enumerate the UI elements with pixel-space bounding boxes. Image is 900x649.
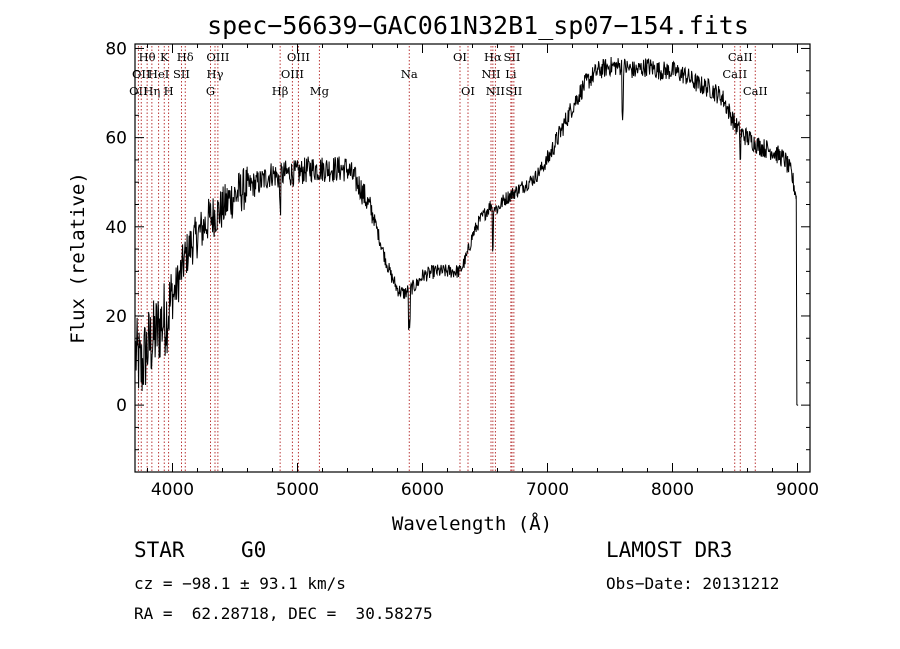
- x-tick-label: 8000: [651, 480, 694, 500]
- x-tick-label: 5000: [276, 480, 319, 500]
- line-marker-label: Li: [505, 67, 517, 81]
- y-tick-label: 80: [105, 39, 127, 59]
- y-tick-label: 0: [116, 396, 127, 416]
- line-marker-label: HeI: [148, 67, 169, 81]
- plot-frame: [134, 43, 811, 473]
- y-tick-label: 40: [105, 218, 127, 238]
- line-marker-label: Hα: [484, 50, 502, 64]
- line-marker-label: SII: [173, 67, 190, 81]
- line-marker-label: K: [160, 50, 169, 64]
- line-marker-label: Hγ: [207, 67, 224, 81]
- x-axis: 4000 5000 6000 7000 8000 9000: [147, 44, 819, 500]
- line-marker-label: OII: [129, 84, 148, 98]
- spectrum-plot: [135, 56, 799, 406]
- chart-title: spec−56639−GAC061N32B1_sp07−154.fits: [207, 11, 749, 40]
- survey-name: LAMOST DR3: [606, 538, 733, 562]
- spectral-subclass: G0: [241, 538, 267, 562]
- line-marker-label: CaII: [728, 50, 753, 64]
- y-tick-label: 20: [105, 307, 127, 327]
- line-marker-label: OIII: [206, 50, 229, 64]
- x-tick-label: 4000: [151, 480, 194, 500]
- line-marker-label: Mg: [310, 84, 330, 98]
- line-marker-label: OIII: [281, 67, 304, 81]
- line-marker-label: NII: [481, 67, 500, 81]
- line-marker-label: OIII: [287, 50, 310, 64]
- line-marker-label: H: [164, 84, 174, 98]
- line-marker-label: G: [206, 84, 215, 98]
- spectral-line-markers: OIIOIIHθHηHeIKHSIIHδGHγOIIIHβOIIIOIIIMgN…: [129, 46, 768, 471]
- ra-dec-coordinates: RA = 62.28718, DEC = 30.58275: [134, 604, 433, 623]
- object-type: STAR: [134, 538, 185, 562]
- x-tick-label: 6000: [401, 480, 444, 500]
- x-tick-label: 7000: [526, 480, 569, 500]
- line-marker-label: SII: [505, 84, 522, 98]
- line-marker-label: Hθ: [139, 50, 156, 64]
- spectrum-end-drop: [795, 195, 798, 406]
- line-marker-label: Hδ: [177, 50, 194, 64]
- spectrum-line: [135, 56, 797, 392]
- line-marker-label: SII: [504, 50, 521, 64]
- line-marker-label: Hβ: [272, 84, 289, 98]
- redshift-velocity: cz = −98.1 ± 93.1 km/s: [134, 574, 346, 593]
- line-marker-label: Hη: [143, 84, 160, 98]
- x-tick-label: 9000: [776, 480, 819, 500]
- line-marker-label: OI: [461, 84, 475, 98]
- line-marker-label: NII: [486, 84, 505, 98]
- line-marker-label: CaII: [743, 84, 768, 98]
- y-tick-label: 60: [105, 129, 127, 149]
- line-marker-label: Na: [401, 67, 418, 81]
- observation-date: Obs−Date: 20131212: [606, 574, 780, 593]
- line-marker-label: OI: [453, 50, 467, 64]
- line-marker-label: CaII: [722, 67, 747, 81]
- y-axis-label: Flux (relative): [67, 172, 89, 344]
- x-axis-label: Wavelength (Å): [392, 512, 552, 535]
- y-axis: 0 20 40 60 80: [105, 39, 810, 451]
